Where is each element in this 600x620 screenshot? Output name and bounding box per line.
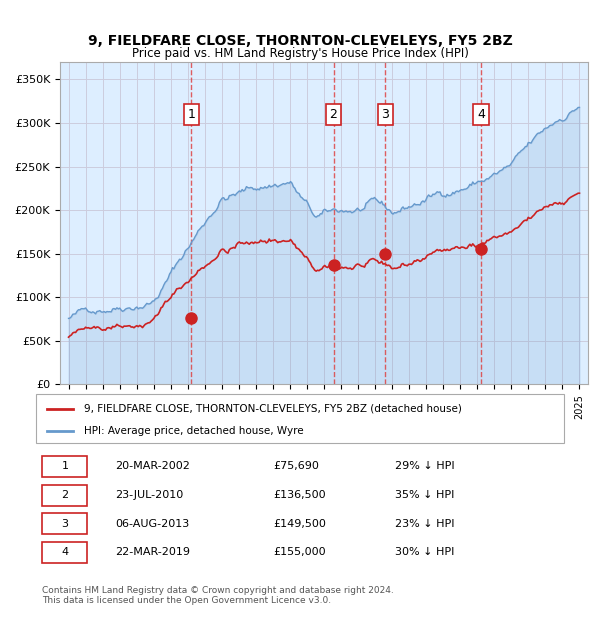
FancyBboxPatch shape: [36, 394, 564, 443]
Text: 1: 1: [62, 461, 68, 471]
Text: £149,500: £149,500: [274, 519, 326, 529]
Text: 3: 3: [382, 108, 389, 121]
FancyBboxPatch shape: [43, 456, 87, 477]
Text: £155,000: £155,000: [274, 547, 326, 557]
Text: 9, FIELDFARE CLOSE, THORNTON-CLEVELEYS, FY5 2BZ (detached house): 9, FIELDFARE CLOSE, THORNTON-CLEVELEYS, …: [83, 404, 461, 414]
Text: 2: 2: [329, 108, 337, 121]
Text: 9, FIELDFARE CLOSE, THORNTON-CLEVELEYS, FY5 2BZ: 9, FIELDFARE CLOSE, THORNTON-CLEVELEYS, …: [88, 34, 512, 48]
Text: Price paid vs. HM Land Registry's House Price Index (HPI): Price paid vs. HM Land Registry's House …: [131, 46, 469, 60]
Text: 23-JUL-2010: 23-JUL-2010: [115, 490, 184, 500]
Text: 30% ↓ HPI: 30% ↓ HPI: [395, 547, 454, 557]
Text: 23% ↓ HPI: 23% ↓ HPI: [395, 519, 455, 529]
Text: 35% ↓ HPI: 35% ↓ HPI: [395, 490, 454, 500]
Text: HPI: Average price, detached house, Wyre: HPI: Average price, detached house, Wyre: [83, 426, 303, 436]
Text: 1: 1: [188, 108, 196, 121]
Text: 29% ↓ HPI: 29% ↓ HPI: [395, 461, 455, 471]
Text: Contains HM Land Registry data © Crown copyright and database right 2024.
This d: Contains HM Land Registry data © Crown c…: [42, 586, 394, 605]
Text: 3: 3: [62, 519, 68, 529]
FancyBboxPatch shape: [43, 542, 87, 563]
Text: £136,500: £136,500: [274, 490, 326, 500]
FancyBboxPatch shape: [43, 513, 87, 534]
Text: 4: 4: [477, 108, 485, 121]
Text: £75,690: £75,690: [274, 461, 319, 471]
Text: 4: 4: [61, 547, 68, 557]
FancyBboxPatch shape: [43, 485, 87, 505]
Text: 22-MAR-2019: 22-MAR-2019: [115, 547, 190, 557]
Text: 20-MAR-2002: 20-MAR-2002: [115, 461, 190, 471]
Text: 06-AUG-2013: 06-AUG-2013: [115, 519, 190, 529]
Text: 2: 2: [61, 490, 68, 500]
